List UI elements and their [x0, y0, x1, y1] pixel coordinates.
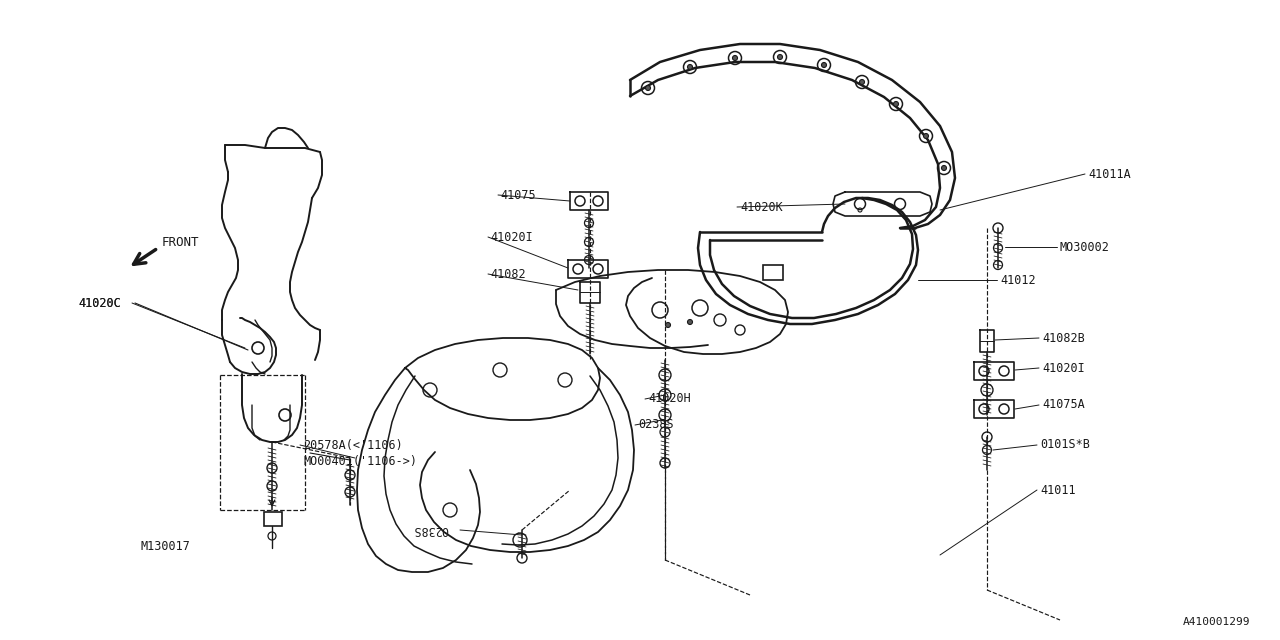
Text: 41020I: 41020I	[1042, 362, 1084, 374]
Circle shape	[666, 323, 671, 328]
Circle shape	[893, 102, 899, 106]
Bar	[763, 265, 783, 280]
Text: 0238S: 0238S	[412, 524, 448, 536]
Text: 41012: 41012	[1000, 273, 1036, 287]
Circle shape	[859, 79, 864, 84]
Text: 20578A(<'1106): 20578A(<'1106)	[303, 438, 403, 451]
Text: FRONT: FRONT	[163, 236, 200, 248]
Circle shape	[777, 54, 782, 60]
Text: 41020I: 41020I	[490, 230, 532, 243]
Text: 41020C: 41020C	[78, 296, 120, 310]
Text: 41075: 41075	[500, 189, 535, 202]
Circle shape	[645, 86, 650, 90]
Circle shape	[942, 166, 946, 170]
Circle shape	[732, 56, 737, 61]
Text: 41020C: 41020C	[78, 296, 120, 310]
Bar	[264, 512, 282, 526]
Text: 41082: 41082	[490, 268, 526, 280]
Text: 0101S*B: 0101S*B	[1039, 438, 1089, 451]
Text: M130017: M130017	[140, 541, 189, 554]
Text: 41011A: 41011A	[1088, 168, 1130, 180]
Text: A: A	[270, 514, 276, 524]
Circle shape	[822, 63, 827, 67]
Text: A: A	[769, 267, 777, 277]
Text: 41082B: 41082B	[1042, 332, 1084, 344]
Text: 41020K: 41020K	[740, 200, 783, 214]
Text: MO00401('1106->): MO00401('1106->)	[303, 456, 417, 468]
Text: 41020H: 41020H	[648, 392, 691, 406]
Text: 41075A: 41075A	[1042, 399, 1084, 412]
Circle shape	[687, 65, 692, 70]
Circle shape	[923, 134, 928, 138]
Text: A410001299: A410001299	[1183, 617, 1251, 627]
Circle shape	[687, 319, 692, 324]
Text: MO30002: MO30002	[1060, 241, 1110, 253]
Text: 41011: 41011	[1039, 483, 1075, 497]
Text: 0238S: 0238S	[637, 419, 673, 431]
